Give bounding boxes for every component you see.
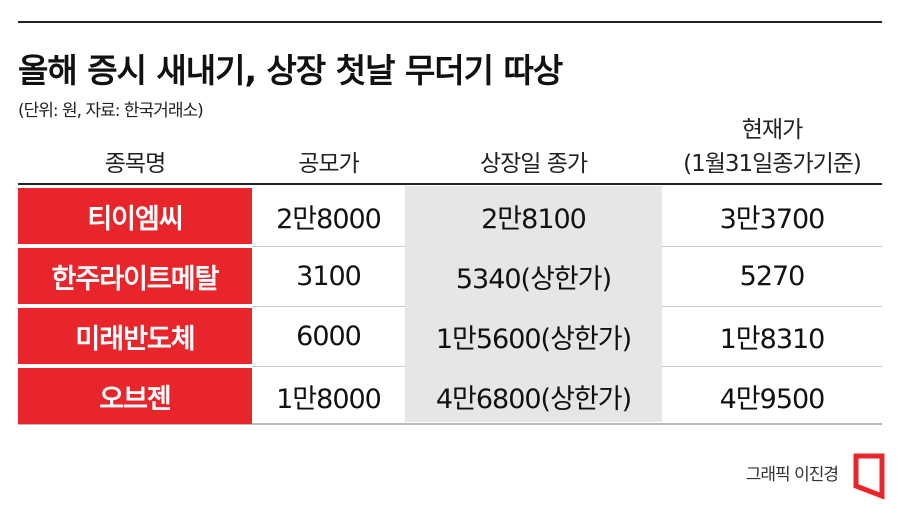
stock-name: 미래반도체 xyxy=(18,308,252,364)
row-separator xyxy=(662,306,882,307)
table-cell: 5340(상한가) xyxy=(455,263,612,295)
header-text: 공모가 xyxy=(298,151,359,177)
table-cell: 4만9500 xyxy=(719,383,826,415)
credit: 그래픽 이진경 xyxy=(745,465,839,485)
stock-name: 한주라이트메탈 xyxy=(18,248,252,304)
top-rule xyxy=(18,21,882,23)
table-cell: 1만8310 xyxy=(719,323,826,355)
column-header: 공모가 xyxy=(252,118,405,182)
title: 올해 증시 새내기, 상장 첫날 무더기 따상 xyxy=(18,51,563,90)
table-cell: 2만8100 xyxy=(481,203,587,235)
table-cell: 4만6800(상한가) xyxy=(435,383,632,415)
table-cell: 3만3700 xyxy=(719,203,826,235)
header-text: 종목명 xyxy=(104,151,166,177)
row-separator xyxy=(662,246,882,247)
column-header: 현재가 (1월31일종가기준) xyxy=(662,117,882,182)
highlight-column xyxy=(405,186,662,422)
header-text: (1월31일종가기준) xyxy=(683,151,862,177)
table-cell: 5270 xyxy=(739,260,806,292)
row-separator xyxy=(252,306,405,307)
table-cell: 1만5600(상한가) xyxy=(435,323,632,355)
column-header: 종목명 xyxy=(18,118,252,182)
header-rule xyxy=(18,183,882,185)
table-cell: 2만8000 xyxy=(276,203,382,235)
table-cell: 6000 xyxy=(296,320,362,352)
stock-name: 티이엠씨 xyxy=(18,188,252,244)
column-header: 상장일 종가 xyxy=(405,118,662,182)
logo xyxy=(853,453,885,500)
subtitle: (단위: 원, 자료: 한국거래소) xyxy=(18,101,204,121)
row-separator xyxy=(662,366,882,367)
header-text: 현재가 xyxy=(741,117,803,143)
row-separator xyxy=(252,366,405,367)
table-cell: 1만8000 xyxy=(276,383,382,415)
table-cell: 3100 xyxy=(296,260,362,292)
row-separator xyxy=(252,246,405,247)
header-text: 상장일 종가 xyxy=(479,151,588,177)
bottom-rule xyxy=(18,423,882,425)
stock-name: 오브젠 xyxy=(18,368,252,424)
